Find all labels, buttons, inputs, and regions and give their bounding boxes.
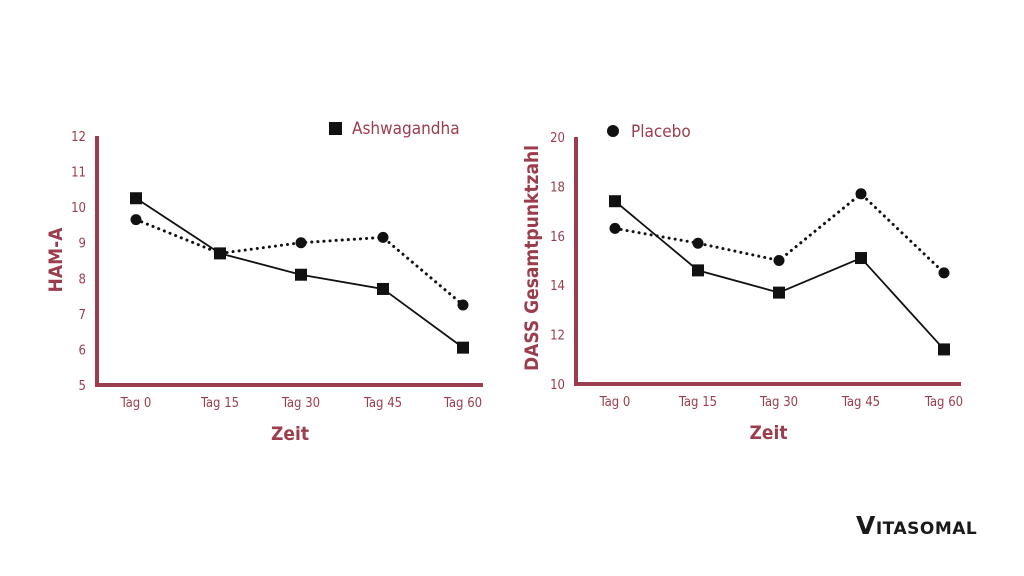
data-point-circle <box>938 267 950 279</box>
x-tick-label: Tag 0 <box>120 396 152 411</box>
legend-placebo-label: Placebo <box>631 122 691 142</box>
y-tick-label: 18 <box>550 180 565 195</box>
data-point-circle <box>295 237 307 249</box>
chart-1: 5 6 7 8 9 10 11 12 Tag 0 Tag 15 Tag 30 Tag 45 Tag 60… <box>45 130 483 445</box>
y-tick-label: 11 <box>71 166 86 181</box>
y-tick-label: 20 <box>550 131 565 146</box>
chart-layer: 5 6 7 8 9 10 11 12 Tag 0 Tag 15 Tag 30 Tag 45 Tag 60… <box>45 130 963 445</box>
y-tick-label: 6 <box>79 343 86 358</box>
x-tick-label: Tag 30 <box>281 396 320 411</box>
x-tick-label: Tag 45 <box>841 395 880 410</box>
data-point-square <box>609 195 621 208</box>
data-point-circle <box>773 255 785 266</box>
legend-square-marker <box>329 122 342 135</box>
x-tick-label: Tag 60 <box>443 396 482 411</box>
y-tick-label: 5 <box>79 379 86 394</box>
data-point-circle <box>692 237 704 249</box>
data-point-circle <box>377 231 389 243</box>
vitasomal-logo: VITASOMAL <box>856 511 977 540</box>
chart-2: 10 12 14 16 18 20 Tag 0 Tag 15 Tag 30 Tag 45 Tag 6… <box>521 131 963 444</box>
data-point-circle <box>214 247 226 259</box>
y-tick-label: 14 <box>550 279 565 294</box>
x-tick-label: Tag 60 <box>924 395 963 410</box>
y-tick-label: 10 <box>550 378 565 393</box>
y-axis-title: DASS Gesamtpunktzahl <box>521 145 543 371</box>
data-point-square <box>295 268 307 281</box>
series-line-placebo <box>134 218 465 307</box>
legend-circle-marker <box>607 125 619 137</box>
data-point-square <box>377 282 389 295</box>
legend-ashwagandha-label: Ashwagandha <box>352 119 460 139</box>
y-tick-label: 12 <box>550 329 565 344</box>
series-line-placebo <box>613 191 946 275</box>
y-axis-title: HAM-A <box>45 227 67 293</box>
logo-initial: V <box>856 511 876 540</box>
y-tick-label: 7 <box>79 308 86 323</box>
y-tick-label: 16 <box>550 230 565 245</box>
x-tick-label: Tag 30 <box>759 395 798 410</box>
data-point-circle <box>130 214 142 226</box>
data-point-square <box>855 252 867 265</box>
data-point-circle <box>457 299 469 311</box>
data-point-square <box>773 286 785 299</box>
x-tick-label: Tag 0 <box>599 395 631 410</box>
x-tick-label: Tag 15 <box>200 396 239 411</box>
x-tick-label: Tag 45 <box>363 396 402 411</box>
y-tick-label: 10 <box>71 201 86 216</box>
y-tick-label: 12 <box>71 130 86 145</box>
x-axis-title: Zeit <box>271 423 309 445</box>
logo-rest: ITASOMAL <box>875 519 978 539</box>
y-tick-label: 8 <box>79 272 86 287</box>
data-point-square <box>692 264 704 277</box>
data-point-square <box>938 343 950 356</box>
x-axis-title: Zeit <box>749 422 787 444</box>
data-point-circle <box>855 188 867 200</box>
series-line-ashwagandha <box>614 200 945 351</box>
data-point-square <box>130 192 142 205</box>
data-point-square <box>457 341 469 354</box>
x-tick-label: Tag 15 <box>678 395 717 410</box>
y-tick-label: 9 <box>79 237 86 252</box>
data-point-circle <box>609 222 621 234</box>
